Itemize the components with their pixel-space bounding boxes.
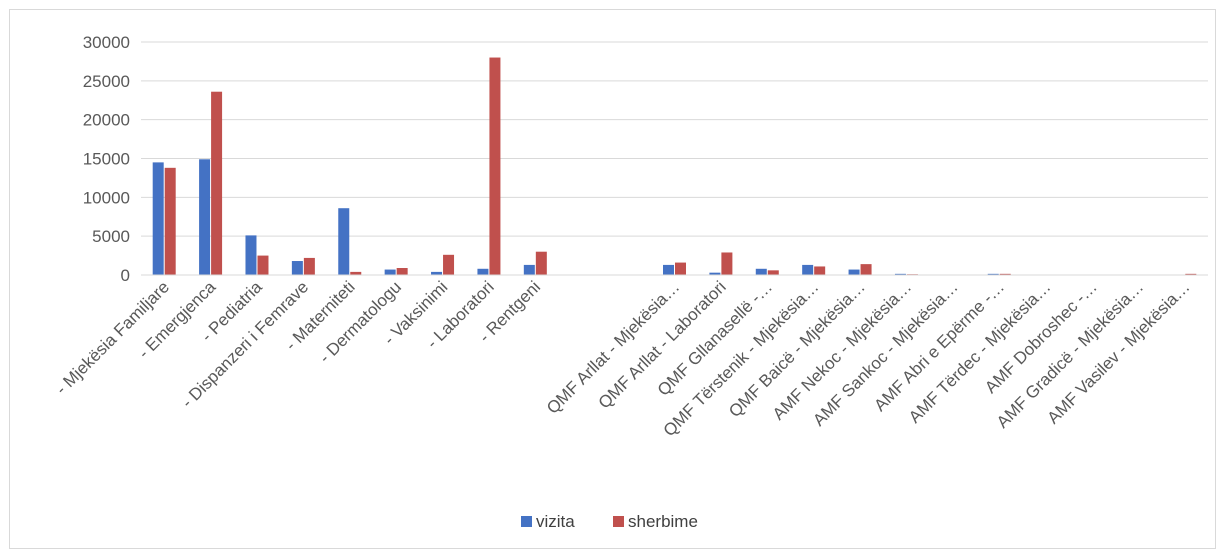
bar-vizita <box>291 261 303 275</box>
bar-sherbime <box>860 264 872 275</box>
y-tick-label: 30000 <box>83 33 130 52</box>
bar-vizita <box>477 268 489 275</box>
bar-sherbime <box>721 252 733 275</box>
y-tick-label: 5000 <box>92 227 130 246</box>
legend-item-sherbime: sherbime <box>613 512 698 531</box>
bar-vizita <box>245 235 257 275</box>
y-tick-label: 10000 <box>83 188 130 207</box>
bar-sherbime <box>211 91 223 275</box>
legend-label-vizita: vizita <box>536 512 575 531</box>
bar-vizita <box>199 159 211 275</box>
y-axis-tick-labels: 0 5000 10000 15000 20000 25000 30000 <box>83 33 130 285</box>
bar-sherbime <box>303 257 315 275</box>
bar-sherbime <box>1185 273 1197 275</box>
bar-vizita <box>431 271 443 275</box>
bar-vizita <box>802 264 814 275</box>
bar-vizita <box>894 273 906 275</box>
bar-sherbime <box>767 270 779 275</box>
chart-area <box>9 9 1216 549</box>
bar-sherbime <box>443 254 455 275</box>
bar-sherbime <box>257 255 269 275</box>
legend: vizita sherbime <box>521 512 698 531</box>
bar-vizita <box>848 269 860 275</box>
legend-swatch-sherbime <box>613 516 624 527</box>
legend-item-vizita: vizita <box>521 512 575 531</box>
bar-sherbime <box>489 57 501 276</box>
x-tick-label: - Dermatologu <box>315 277 405 367</box>
gridlines <box>141 41 1208 237</box>
bar-vizita <box>709 272 721 275</box>
bar-sherbime <box>675 262 686 275</box>
y-tick-label: 25000 <box>83 72 130 91</box>
bars <box>152 57 1197 276</box>
legend-swatch-vizita <box>521 516 532 527</box>
bar-vizita <box>152 162 164 275</box>
x-axis-tick-labels: - Mjekësia Familjare- Emergjenca- Pediat… <box>52 277 1194 440</box>
bar-vizita <box>755 268 767 275</box>
bar-sherbime <box>164 167 176 275</box>
legend-label-sherbime: sherbime <box>628 512 698 531</box>
bar-sherbime <box>814 266 826 275</box>
y-tick-label: 15000 <box>83 150 130 169</box>
bar-vizita <box>338 208 350 275</box>
bar-sherbime <box>535 251 547 275</box>
bar-vizita <box>663 264 674 275</box>
y-tick-label: 20000 <box>83 111 130 130</box>
bar-vizita <box>523 264 535 275</box>
bar-sherbime <box>999 273 1011 275</box>
bar-vizita <box>384 269 396 275</box>
bar-sherbime <box>350 271 362 275</box>
bar-sherbime <box>396 268 408 275</box>
bar-vizita <box>987 273 999 275</box>
y-tick-label: 0 <box>121 266 130 285</box>
